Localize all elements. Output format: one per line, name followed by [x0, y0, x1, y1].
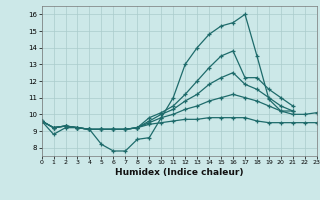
- X-axis label: Humidex (Indice chaleur): Humidex (Indice chaleur): [115, 168, 244, 177]
